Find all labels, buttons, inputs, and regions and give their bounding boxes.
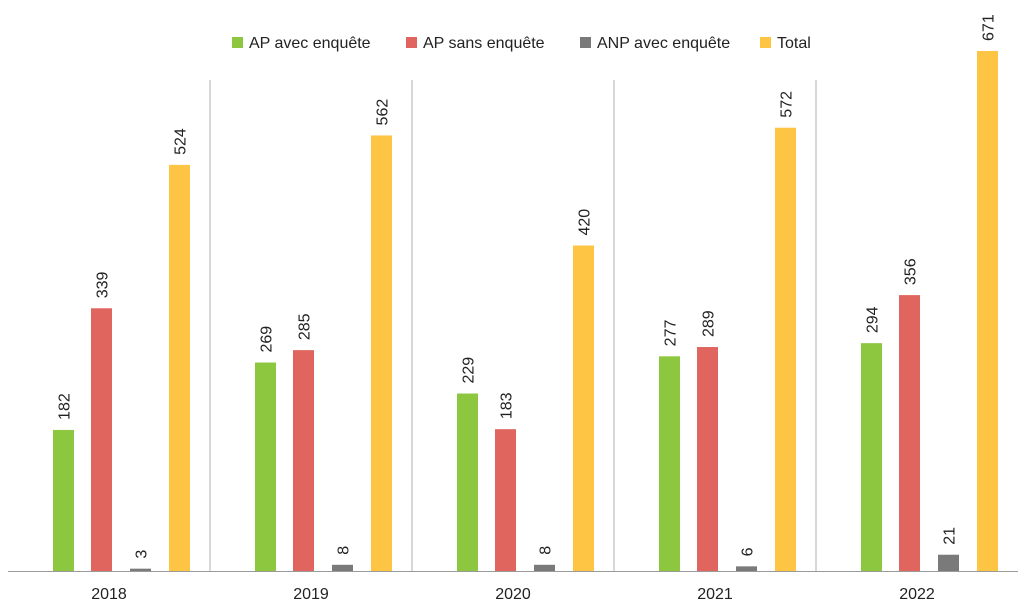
data-label-anp-avec-enquete-2020: 8 xyxy=(538,546,555,555)
data-label-ap-sans-enquete-2021: 289 xyxy=(701,310,718,337)
chart-bars xyxy=(53,50,998,572)
bar-anp-avec-enquete-2018 xyxy=(130,568,151,571)
data-label-ap-avec-enquete-2018: 182 xyxy=(57,393,74,420)
x-tick-label-2019: 2019 xyxy=(293,586,329,603)
legend-label-ap-sans-enquete: AP sans enquête xyxy=(423,35,545,52)
data-label-ap-sans-enquete-2020: 183 xyxy=(499,392,516,419)
bar-anp-avec-enquete-2020 xyxy=(534,564,555,571)
x-tick-label-2022: 2022 xyxy=(899,586,935,603)
data-label-ap-sans-enquete-2018: 339 xyxy=(95,271,112,298)
bar-ap-sans-enquete-2021 xyxy=(697,347,718,571)
legend-swatch-ap-sans-enquete xyxy=(406,37,417,48)
chart-legend: AP avec enquête AP sans enquête ANP avec e… xyxy=(232,35,811,52)
data-labels: 182 339 3 524 269 285 8 562 229 183 8 420 277 289 6 572… xyxy=(57,14,998,558)
x-axis-tick-labels: 2018 2019 2020 2021 2022 xyxy=(91,586,935,603)
legend-swatch-total xyxy=(760,37,771,48)
data-label-anp-avec-enquete-2022: 21 xyxy=(942,527,959,545)
bar-anp-avec-enquete-2022 xyxy=(938,554,959,571)
legend-label-total: Total xyxy=(777,35,811,52)
legend-swatch-anp-avec-enquete xyxy=(580,37,591,48)
data-label-ap-avec-enquete-2019: 269 xyxy=(259,326,276,353)
x-tick-label-2020: 2020 xyxy=(495,586,531,603)
bar-ap-avec-enquete-2022 xyxy=(861,343,882,571)
bar-total-2020 xyxy=(573,245,594,571)
data-label-total-2020: 420 xyxy=(577,209,594,236)
data-label-ap-avec-enquete-2021: 277 xyxy=(663,320,680,347)
data-label-total-2019: 562 xyxy=(375,99,392,126)
data-label-total-2022: 671 xyxy=(981,14,998,41)
bar-ap-sans-enquete-2018 xyxy=(91,308,112,571)
legend-label-ap-avec-enquete: AP avec enquête xyxy=(249,35,371,52)
x-tick-label-2018: 2018 xyxy=(91,586,127,603)
bar-total-2019 xyxy=(371,135,392,571)
data-label-ap-sans-enquete-2022: 356 xyxy=(903,258,920,285)
bar-ap-avec-enquete-2019 xyxy=(255,362,276,571)
data-label-total-2021: 572 xyxy=(779,91,796,118)
bar-total-2018 xyxy=(169,164,190,571)
bar-anp-avec-enquete-2019 xyxy=(332,564,353,571)
bar-total-2021 xyxy=(775,127,796,571)
data-label-anp-avec-enquete-2018: 3 xyxy=(134,550,151,559)
bar-anp-avec-enquete-2021 xyxy=(736,566,757,571)
data-label-ap-avec-enquete-2022: 294 xyxy=(865,306,882,333)
bar-total-2022 xyxy=(977,50,998,572)
data-label-total-2018: 524 xyxy=(173,128,190,155)
legend-swatch-ap-avec-enquete xyxy=(232,37,243,48)
data-label-anp-avec-enquete-2021: 6 xyxy=(740,547,757,556)
data-label-anp-avec-enquete-2019: 8 xyxy=(336,546,353,555)
x-tick-label-2021: 2021 xyxy=(697,586,733,603)
legend-label-anp-avec-enquete: ANP avec enquête xyxy=(597,35,730,52)
data-label-ap-sans-enquete-2019: 285 xyxy=(297,313,314,340)
bar-ap-avec-enquete-2021 xyxy=(659,356,680,571)
data-label-ap-avec-enquete-2020: 229 xyxy=(461,357,478,384)
bar-ap-sans-enquete-2022 xyxy=(899,295,920,571)
bar-ap-avec-enquete-2020 xyxy=(457,393,478,571)
bar-ap-avec-enquete-2018 xyxy=(53,429,74,571)
bar-ap-sans-enquete-2019 xyxy=(293,350,314,571)
bar-ap-sans-enquete-2020 xyxy=(495,429,516,571)
category-separators xyxy=(209,80,817,571)
